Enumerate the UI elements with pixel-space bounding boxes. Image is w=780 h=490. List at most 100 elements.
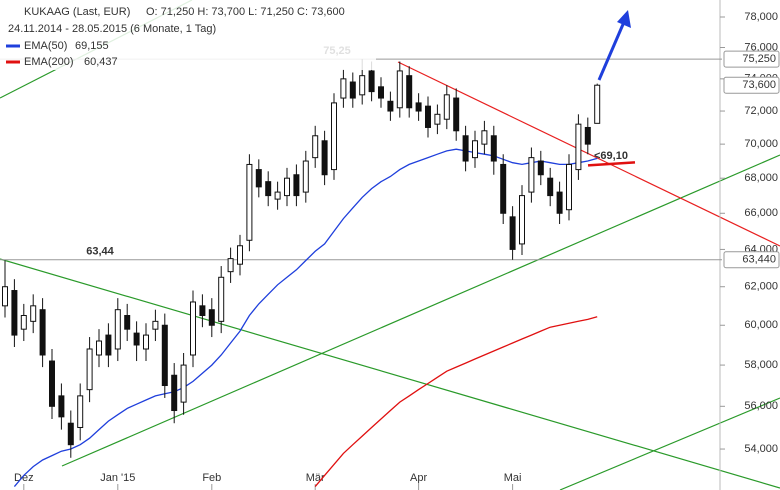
candle-body xyxy=(387,100,394,112)
candle-body xyxy=(481,130,488,145)
candle-body xyxy=(208,309,215,326)
legend-value: 60,437 xyxy=(84,56,118,68)
x-tick-label: Apr xyxy=(410,472,427,484)
candle-body xyxy=(67,422,74,446)
x-tick-label: Dez xyxy=(14,472,34,484)
candle-body xyxy=(20,314,27,330)
candle-body xyxy=(199,305,206,316)
y-tick-label: 70,000 xyxy=(744,138,778,150)
y-tick-label: 54,000 xyxy=(744,443,778,455)
candle-body xyxy=(246,163,253,241)
y-tick-label: 76,000 xyxy=(744,41,778,53)
candle-body xyxy=(368,70,375,93)
candle-body xyxy=(39,309,46,356)
level-label: 63,44 xyxy=(86,246,114,258)
candle-body xyxy=(594,84,601,124)
candle-body xyxy=(133,332,140,346)
trend-line xyxy=(397,61,780,247)
legend-label: EMA(200) xyxy=(24,56,74,68)
candle-body xyxy=(227,258,234,273)
candle-body xyxy=(312,135,319,159)
y-tick-label: 56,000 xyxy=(744,400,778,412)
candle-body xyxy=(349,81,356,99)
candle-body xyxy=(472,140,478,159)
last-price-box xyxy=(723,76,780,94)
candle-body xyxy=(11,290,18,336)
arrow-head xyxy=(617,10,631,28)
level-axis-label: 75,250 xyxy=(742,53,776,65)
candle-body xyxy=(237,245,243,265)
candle-body xyxy=(284,177,290,197)
candle-body xyxy=(293,174,300,197)
candle-body xyxy=(537,160,544,176)
subtitle: 24.11.2014 - 28.05.2015 (6 Monate, 1 Tag… xyxy=(8,23,216,35)
annotation-line xyxy=(587,161,636,167)
candle-body xyxy=(331,102,337,171)
candle-body xyxy=(556,191,563,214)
candle-body xyxy=(274,191,281,200)
y-tick-label: 78,000 xyxy=(744,11,778,23)
candle-body xyxy=(77,395,84,428)
legend-value: 69,155 xyxy=(75,40,109,52)
candle-body xyxy=(415,102,422,112)
chart-title: KUKAAG (Last, EUR) xyxy=(24,6,130,18)
candle-body xyxy=(124,314,131,330)
header: KUKAAG (Last, EUR) O: 71,250 H: 73,700 L:… xyxy=(0,0,376,70)
candle-body xyxy=(406,75,413,109)
candle-body xyxy=(359,75,366,96)
level-box xyxy=(723,251,780,269)
y-tick-label: 66,000 xyxy=(744,207,778,219)
candle-body xyxy=(425,105,431,128)
y-tick-label: 72,000 xyxy=(744,105,778,117)
last-price-label: 73,600 xyxy=(742,79,776,91)
candle-body xyxy=(443,94,450,120)
candle-body xyxy=(528,157,535,193)
candle-body xyxy=(143,334,149,350)
candle-body xyxy=(114,309,121,350)
candle-body xyxy=(434,113,441,125)
candle-body xyxy=(171,374,178,412)
candle-body xyxy=(396,70,403,109)
candle-body xyxy=(86,348,93,391)
candle-body xyxy=(490,135,497,162)
candle-body xyxy=(547,177,554,197)
candle-body xyxy=(58,395,65,418)
ohlc-text: O: 71,250 H: 73,700 L: 71,250 C: 73,600 xyxy=(146,6,345,18)
x-tick-label: Feb xyxy=(202,472,221,484)
trend-line xyxy=(0,258,780,489)
candle-body xyxy=(2,286,8,307)
candle-body xyxy=(190,301,196,356)
candle-body xyxy=(378,86,384,99)
candle-body xyxy=(453,97,460,132)
candle-body xyxy=(566,163,572,211)
y-tick-label: 60,000 xyxy=(744,319,778,331)
trend-line xyxy=(559,397,780,490)
candle-body xyxy=(152,320,159,330)
candle-body xyxy=(462,135,469,162)
y-tick-label: 58,000 xyxy=(744,359,778,371)
candle-body xyxy=(96,340,102,356)
candle-body xyxy=(575,123,582,171)
candle-body xyxy=(161,324,168,387)
candle-body xyxy=(105,334,112,356)
trend-line xyxy=(61,154,780,467)
x-tick-label: Mai xyxy=(504,472,522,484)
annotation-label: <69,10 xyxy=(594,150,628,162)
candle-body xyxy=(509,216,516,250)
candle-body xyxy=(519,195,525,245)
legend-label: EMA(50) xyxy=(24,40,67,52)
level-axis-label: 63,440 xyxy=(742,254,776,266)
arrow xyxy=(597,21,626,81)
candle-body xyxy=(180,364,187,403)
y-tick-label: 68,000 xyxy=(744,172,778,184)
header-bg xyxy=(0,0,376,70)
x-tick-label: Jan '15 xyxy=(100,472,135,484)
y-tick-label: 62,000 xyxy=(744,281,778,293)
candle-body xyxy=(30,305,37,322)
candle-body xyxy=(340,78,347,99)
candle-body xyxy=(500,163,507,214)
candle-body xyxy=(321,140,328,176)
candle-body xyxy=(255,169,262,188)
